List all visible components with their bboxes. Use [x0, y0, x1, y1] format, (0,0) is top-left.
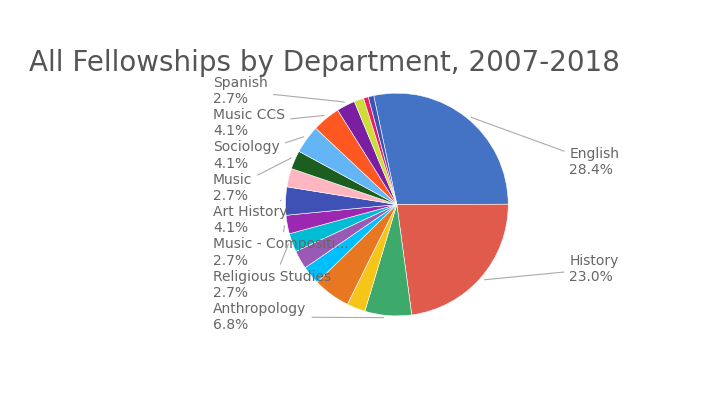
Wedge shape [374, 93, 508, 205]
Text: English
28.4%: English 28.4% [471, 117, 619, 177]
Wedge shape [315, 110, 397, 205]
Wedge shape [338, 102, 397, 205]
Text: History
23.0%: History 23.0% [485, 254, 619, 284]
Wedge shape [286, 205, 397, 234]
Wedge shape [347, 205, 397, 311]
Text: All Fellowships by Department, 2007-2018: All Fellowships by Department, 2007-2018 [29, 49, 620, 77]
Text: Spanish
2.7%: Spanish 2.7% [213, 76, 345, 106]
Wedge shape [354, 98, 397, 205]
Text: Music CCS
4.1%: Music CCS 4.1% [213, 108, 324, 139]
Text: Music
2.7%: Music 2.7% [213, 158, 292, 203]
Text: Anthropology
6.8%: Anthropology 6.8% [213, 302, 384, 332]
Wedge shape [289, 205, 397, 252]
Wedge shape [296, 205, 397, 268]
Text: Sociology
4.1%: Sociology 4.1% [213, 137, 304, 171]
Wedge shape [365, 205, 412, 316]
Wedge shape [292, 151, 397, 205]
Wedge shape [305, 205, 397, 282]
Text: Music - Compositi...
2.7%: Music - Compositi... 2.7% [213, 226, 348, 268]
Wedge shape [397, 204, 508, 315]
Wedge shape [287, 168, 397, 205]
Wedge shape [364, 97, 397, 205]
Wedge shape [368, 96, 397, 205]
Wedge shape [285, 187, 397, 215]
Wedge shape [317, 205, 397, 304]
Text: Religious Studies
2.7%: Religious Studies 2.7% [213, 244, 331, 300]
Wedge shape [299, 128, 397, 205]
Text: Art History
4.1%: Art History 4.1% [213, 200, 287, 235]
